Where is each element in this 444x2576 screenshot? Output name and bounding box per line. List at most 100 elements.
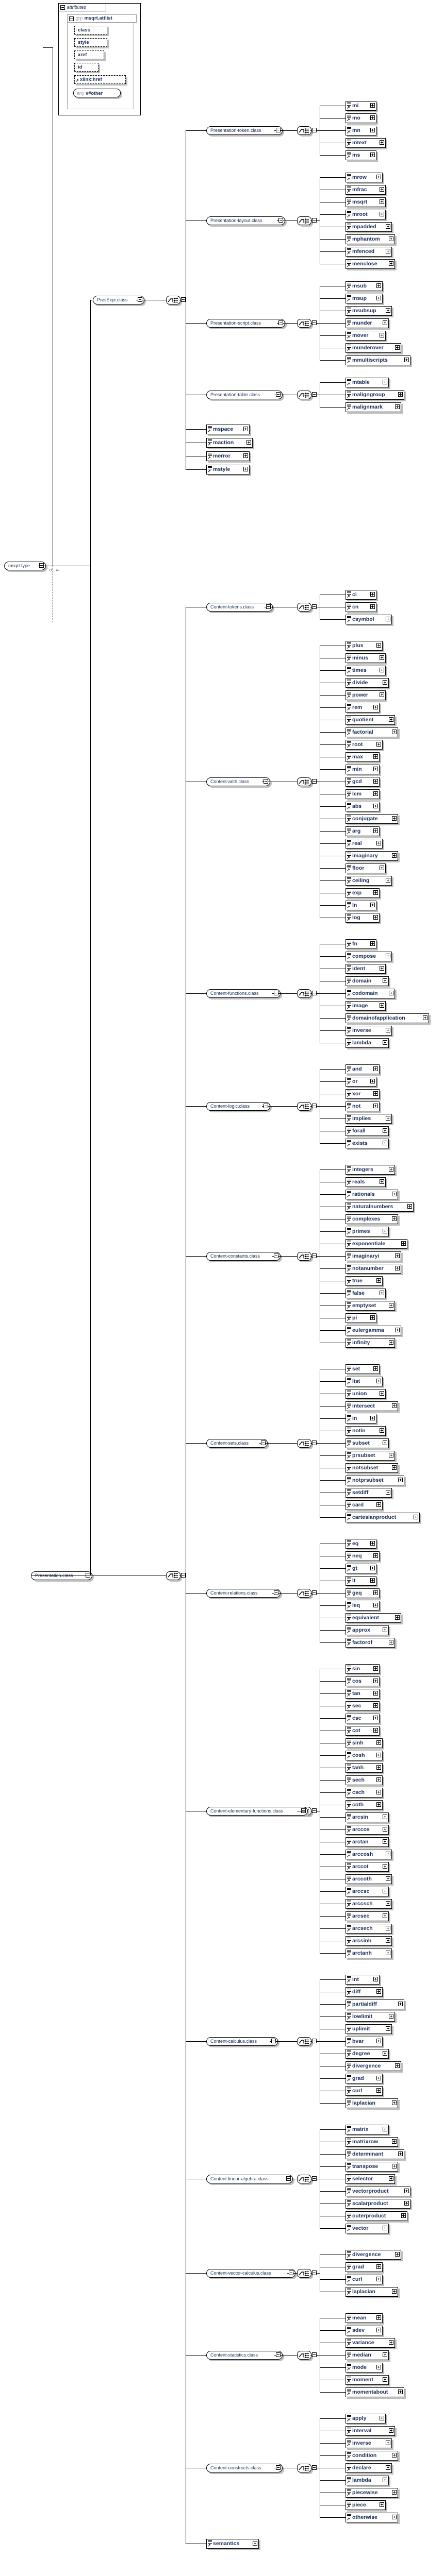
element-node[interactable]: ↗msqrt (346, 197, 386, 207)
expand-button[interactable] (383, 1839, 387, 1844)
expand-button[interactable] (376, 841, 381, 845)
expand-button[interactable] (253, 2541, 257, 2546)
element-node[interactable]: ↗prsubset (346, 1451, 395, 1461)
collapse-button[interactable] (276, 392, 281, 397)
expand-button[interactable] (376, 1740, 381, 1745)
attribute-group-tab[interactable]: grpmsqrt.attlist (67, 14, 137, 23)
element-node[interactable]: ↗real (346, 839, 383, 849)
element-node[interactable]: ↗maction (206, 438, 253, 448)
element-node[interactable]: ↗mfrac (346, 185, 386, 195)
element-node[interactable]: ↗list (346, 1377, 383, 1386)
element-node[interactable]: ↗curl (346, 2275, 383, 2284)
element-node[interactable]: ↗cot (346, 1726, 380, 1736)
expand-button[interactable] (376, 2088, 381, 2093)
group-node[interactable]: PresExpr.class (93, 296, 144, 304)
element-node[interactable]: ↗max (346, 752, 380, 762)
expand-button[interactable] (401, 1241, 406, 1246)
expand-button[interactable] (370, 128, 375, 132)
collapse-button[interactable] (138, 297, 142, 302)
collapse-button[interactable] (312, 2352, 317, 2357)
expand-button[interactable] (243, 467, 248, 471)
choice-compositor[interactable] (297, 2269, 311, 2278)
choice-compositor[interactable] (297, 777, 311, 786)
choice-compositor[interactable] (297, 391, 311, 399)
element-node[interactable]: ↗false (346, 1289, 386, 1298)
element-node[interactable]: ↗rationals (346, 1190, 398, 1199)
group-node[interactable]: Content-arith.class (206, 777, 270, 786)
element-node[interactable]: ↗laplacian (346, 2098, 398, 2108)
collapse-button[interactable] (276, 128, 281, 132)
collapse-button[interactable] (312, 1104, 317, 1108)
element-node[interactable]: ↗tan (346, 1689, 380, 1699)
element-node[interactable]: ↗mfenced (346, 247, 392, 257)
element-node[interactable]: ↗menclose (346, 259, 395, 269)
expand-button[interactable] (373, 1091, 378, 1096)
expand-button[interactable] (386, 954, 390, 958)
collapse-button[interactable] (271, 2039, 276, 2043)
element-node[interactable]: ↗ms (346, 150, 376, 160)
element-node[interactable]: ↗grad (346, 2074, 383, 2083)
element-node[interactable]: ↗notsubset (346, 1463, 398, 1473)
expand-button[interactable] (392, 1465, 397, 1470)
expand-button[interactable] (380, 2416, 384, 2420)
element-node[interactable]: ↗root (346, 740, 383, 750)
collapse-button[interactable] (312, 604, 317, 609)
element-node[interactable]: ↗inverse (346, 1026, 392, 1036)
element-node[interactable]: ↗arccsc (346, 1887, 389, 1896)
element-node[interactable]: ↗forall (346, 1126, 389, 1136)
element-node[interactable]: ↗csymbol (346, 615, 392, 624)
element-node[interactable]: ↗cos (346, 1676, 380, 1686)
element-node[interactable]: ↗eulergamma (346, 1326, 401, 1335)
expand-button[interactable] (389, 1167, 393, 1172)
element-node[interactable]: ↗cosh (346, 1751, 383, 1760)
element-node[interactable]: ↗malignmark (346, 402, 401, 412)
element-node[interactable]: ↗munder (346, 318, 389, 328)
element-node[interactable]: ↗cartesianproduct (346, 1513, 420, 1522)
choice-compositor[interactable] (297, 1589, 311, 1598)
expand-button[interactable] (383, 1628, 387, 1632)
element-node[interactable]: ↗csc (346, 1714, 380, 1723)
collapse-button[interactable] (274, 991, 278, 995)
collapse-button[interactable] (312, 392, 317, 397)
expand-button[interactable] (386, 2026, 390, 2031)
expand-button[interactable] (414, 1515, 418, 1519)
expand-button[interactable] (376, 1765, 381, 1770)
expand-button[interactable] (373, 1666, 378, 1671)
expand-button[interactable] (392, 1192, 397, 1196)
expand-button[interactable] (376, 2039, 381, 2043)
expand-button[interactable] (389, 236, 393, 241)
expand-button[interactable] (376, 2264, 381, 2269)
attribute-node[interactable]: xlink:href↗ (74, 75, 126, 84)
choice-compositor[interactable] (297, 1252, 311, 1261)
expand-button[interactable] (383, 1141, 387, 1145)
element-node[interactable]: ↗vector (346, 2224, 389, 2233)
element-node[interactable]: ↗imaginaryi (346, 1251, 401, 1261)
element-node[interactable]: ↗degree (346, 2049, 389, 2059)
expand-button[interactable] (373, 890, 378, 895)
expand-button[interactable] (392, 2139, 397, 2144)
expand-button[interactable] (395, 404, 400, 409)
expand-button[interactable] (380, 212, 384, 216)
expand-button[interactable] (380, 1391, 384, 1396)
element-node[interactable]: ↗lcm (346, 789, 380, 799)
element-node[interactable]: ↗apply (346, 2414, 386, 2424)
choice-compositor[interactable] (297, 1439, 311, 1448)
expand-button[interactable] (389, 991, 393, 995)
element-node[interactable]: ↗lambda (346, 2476, 389, 2485)
group-node[interactable]: Content-statistics.class (206, 2351, 283, 2360)
collapse-button[interactable] (261, 1440, 266, 1445)
element-node[interactable]: ↗arg (346, 826, 380, 836)
expand-button[interactable] (370, 903, 375, 907)
expand-button[interactable] (373, 1104, 378, 1108)
group-node[interactable]: Content-calculus.class (206, 2037, 278, 2046)
expand-button[interactable] (392, 853, 397, 858)
element-node[interactable]: ↗rem (346, 703, 380, 713)
expand-button[interactable] (398, 392, 403, 397)
expand-button[interactable] (370, 604, 375, 609)
element-node[interactable]: ↗intersect (346, 1401, 398, 1411)
expand-button[interactable] (383, 2377, 387, 2382)
element-node[interactable]: ↗mrow (346, 173, 383, 182)
expand-button[interactable] (376, 742, 381, 747)
element-node[interactable]: ↗tanh (346, 1763, 383, 1773)
element-node[interactable]: ↗variance (346, 2338, 395, 2348)
